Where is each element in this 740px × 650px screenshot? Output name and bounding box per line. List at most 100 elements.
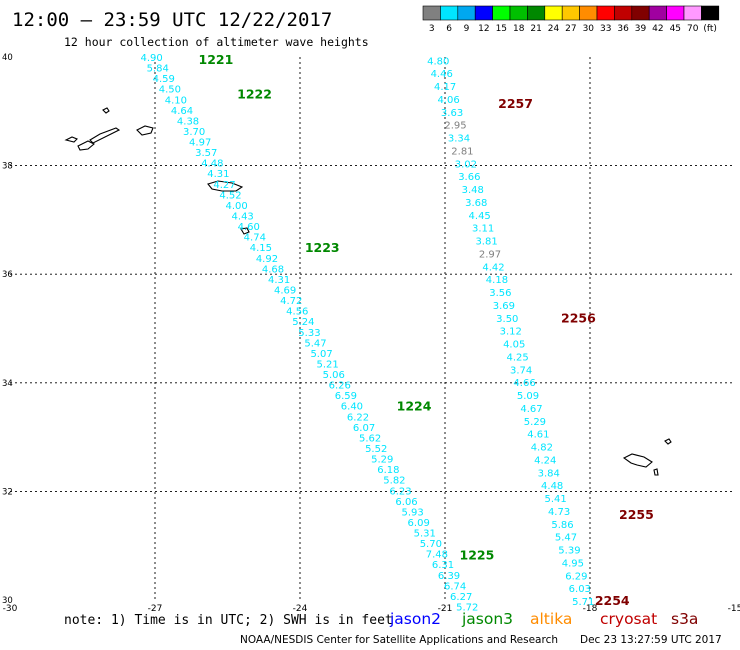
- wave-height-point: 3.48: [462, 185, 484, 196]
- track-time-label: 1222: [237, 86, 272, 101]
- wave-height-point: 4.68: [262, 264, 284, 275]
- wave-height-point: 4.45: [469, 211, 491, 222]
- wave-height-point: 3.56: [489, 288, 511, 299]
- wave-height-point: 4.66: [513, 378, 535, 389]
- legend-label: 18: [513, 24, 525, 34]
- wave-height-point: 4.59: [153, 74, 175, 85]
- wave-height-point: 4.46: [431, 69, 453, 80]
- wave-height-point: 4.64: [171, 106, 193, 117]
- wave-height-point: 6.06: [395, 497, 417, 508]
- legend-swatch: [474, 5, 493, 21]
- track-time-label: 1223: [305, 240, 340, 255]
- legend-label: 27: [565, 24, 576, 34]
- legend-swatch: [666, 5, 685, 21]
- wave-height-point: 4.72: [280, 296, 302, 307]
- wave-height-point: 6.39: [438, 571, 460, 582]
- legend-label: 39: [635, 24, 647, 34]
- y-tick-label: 38: [2, 162, 13, 172]
- wave-height-point: 5.93: [401, 507, 423, 518]
- chart-subtitle: 12 hour collection of altimeter wave hei…: [64, 35, 369, 49]
- wave-height-point: 5.06: [323, 370, 345, 381]
- wave-height-point: 4.24: [534, 455, 556, 466]
- wave-height-point: 5.47: [555, 533, 577, 544]
- wave-height-point: 4.67: [520, 404, 542, 415]
- legend-swatch: [422, 5, 441, 21]
- island-santa-maria: [240, 227, 250, 235]
- wave-height-point: 4.95: [562, 558, 584, 569]
- wave-height-point: 4.97: [189, 138, 211, 149]
- wave-height-point: 3.68: [465, 198, 487, 209]
- wave-height-point: 5.72: [456, 603, 478, 614]
- wave-height-point: 6.26: [329, 381, 351, 392]
- wave-height-point: 4.52: [219, 190, 241, 201]
- chart-title: 12:00 — 23:59 UTC 12/22/2017: [12, 9, 332, 31]
- wave-height-point: 6.59: [335, 391, 357, 402]
- wave-height-point: 4.38: [177, 116, 199, 127]
- legend-label: 36: [617, 24, 629, 34]
- legend-swatch: [683, 5, 702, 21]
- wave-height-point: 4.00: [225, 201, 247, 212]
- wave-height-point: 5.84: [147, 64, 169, 75]
- wave-height-point: 3.63: [441, 108, 463, 119]
- satellite-legend-jason3: jason3: [461, 610, 513, 628]
- legend-swatch: [648, 5, 667, 21]
- legend-swatch: [596, 5, 615, 21]
- legend-swatch: [701, 5, 720, 21]
- wave-height-point: 4.27: [213, 180, 235, 191]
- wave-height-point: 3.70: [183, 127, 205, 138]
- wave-height-point: 5.21: [317, 359, 339, 370]
- wave-height-point: 7.48: [426, 550, 448, 561]
- wave-height-point: 4.82: [531, 443, 553, 454]
- wave-height-point: 3.66: [458, 172, 480, 183]
- track-time-label: 1225: [460, 547, 495, 562]
- wave-height-point: 3.12: [500, 327, 522, 338]
- wave-height-point: 4.80: [427, 56, 449, 67]
- wave-height-point: 4.10: [165, 95, 187, 106]
- island-group-b: [77, 140, 95, 151]
- wave-height-point: 4.90: [141, 53, 163, 64]
- wave-height-point: 4.25: [507, 352, 529, 363]
- footer-note: note: 1) Time is in UTC; 2) SWH is in fe…: [64, 613, 393, 628]
- legend-label: 12: [478, 24, 489, 34]
- wave-height-point: 4.61: [527, 430, 549, 441]
- wave-height-point: 3.50: [496, 314, 518, 325]
- wave-height-point: 4.43: [232, 212, 254, 223]
- track-time-label: 2255: [619, 507, 654, 522]
- island-group-d: [136, 125, 154, 136]
- wave-height-point: 5.09: [517, 391, 539, 402]
- satellite-legend-s3a: s3a: [671, 610, 698, 628]
- wave-height-point: 6.29: [565, 571, 587, 582]
- wave-height-point: 6.07: [353, 423, 375, 434]
- wave-height-point: 5.39: [558, 546, 580, 557]
- footer-credit: NOAA/NESDIS Center for Satellite Applica…: [240, 634, 558, 646]
- x-tick-label: -18: [583, 604, 598, 614]
- wave-height-point: 2.95: [444, 121, 466, 132]
- legend-swatch: [527, 5, 546, 21]
- wave-height-point: 3.11: [472, 224, 494, 235]
- legend-unit: (ft): [703, 24, 717, 34]
- wave-height-point: 3.74: [510, 365, 532, 376]
- island-flores: [102, 107, 110, 114]
- island-desertas: [653, 468, 659, 476]
- x-tick-label: -24: [293, 604, 308, 614]
- wave-height-point: 5.62: [359, 433, 381, 444]
- legend-label: 15: [496, 24, 507, 34]
- wave-height-point: 5.31: [414, 529, 436, 540]
- wave-height-point: 4.15: [250, 243, 272, 254]
- legend-swatch: [614, 5, 633, 21]
- y-tick-label: 30: [2, 596, 13, 606]
- wave-height-point: 5.70: [420, 539, 442, 550]
- y-tick-label: 32: [2, 487, 13, 497]
- wave-height-point: 4.31: [207, 169, 229, 180]
- legend-label: 45: [670, 24, 681, 34]
- legend-swatch: [509, 5, 528, 21]
- y-tick-label: 36: [2, 270, 13, 280]
- x-tick-label: -30: [3, 604, 18, 614]
- legend-label: 42: [652, 24, 663, 34]
- wave-height-point: 5.52: [365, 444, 387, 455]
- wave-height-point: 4.18: [486, 275, 508, 286]
- wave-height-point: 4.50: [159, 85, 181, 96]
- wave-height-point: 5.29: [524, 417, 546, 428]
- legend-label: 9: [464, 24, 470, 34]
- legend-swatch: [579, 5, 598, 21]
